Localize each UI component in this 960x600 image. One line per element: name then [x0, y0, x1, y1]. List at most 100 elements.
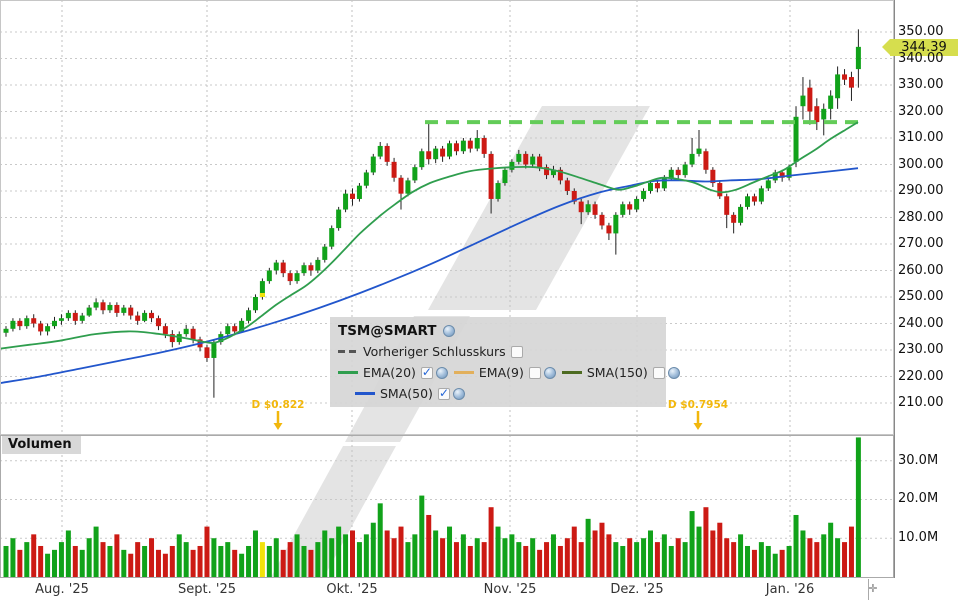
candle-body: [627, 204, 633, 210]
volume-bar: [800, 530, 806, 577]
month-axis-label: Aug. '25: [35, 582, 89, 597]
sma150-settings-globe-icon[interactable]: [667, 366, 680, 379]
legend-row-sma50: SMA(50): [338, 383, 658, 404]
volume-bar: [613, 542, 619, 577]
candle-body: [682, 164, 688, 176]
legend-title-row: TSM@SMART: [338, 320, 658, 341]
volume-bar: [848, 526, 854, 577]
candle-body: [356, 185, 362, 199]
candle-body: [516, 153, 522, 162]
volume-bar: [93, 526, 99, 577]
volume-bar: [855, 437, 861, 577]
volume-bar: [751, 549, 757, 577]
price-tag-arrow-icon: [882, 39, 890, 55]
volume-panel-title: Volumen: [2, 436, 81, 454]
volume-bar: [301, 545, 307, 577]
jump-to-latest-icon[interactable]: ✛: [868, 582, 878, 595]
volume-bar: [391, 538, 397, 577]
candle-body: [779, 172, 785, 178]
candle-body: [10, 320, 16, 329]
volume-bar: [259, 542, 265, 577]
candle-body: [135, 315, 141, 321]
volume-bar: [294, 534, 300, 577]
legend-row-indicators: EMA(20) EMA(9) SMA(150): [338, 362, 680, 383]
volume-bar: [724, 538, 730, 577]
price-axis-label: 320.00: [898, 103, 944, 119]
volume-bar: [38, 545, 44, 577]
candle-body: [45, 326, 51, 332]
candle-body: [398, 177, 404, 194]
price-axis-label: 210.00: [898, 395, 944, 410]
prev-close-line-swatch-icon: [338, 350, 358, 353]
candle-body: [308, 265, 314, 271]
volume-bar: [322, 530, 328, 577]
candle-body: [121, 307, 127, 313]
volume-bar: [107, 545, 113, 577]
watermark-logo: [271, 446, 396, 577]
prev-close-checkbox[interactable]: [510, 345, 523, 358]
candle-body: [232, 326, 238, 332]
volume-axis-label: 30.0M: [898, 452, 939, 468]
candle-body: [266, 270, 272, 282]
ema9-settings-globe-icon[interactable]: [543, 366, 556, 379]
ema9-line-swatch-icon: [453, 371, 474, 374]
price-axis-label: 220.00: [898, 368, 944, 384]
candle-body: [350, 193, 355, 199]
volume-bar: [835, 538, 841, 577]
candle-body: [550, 169, 556, 176]
volume-bar: [620, 545, 626, 577]
ema9-checkbox[interactable]: [528, 366, 541, 379]
volume-bar: [128, 553, 134, 577]
sma150-checkbox[interactable]: [652, 366, 665, 379]
volume-bar: [786, 545, 792, 577]
volume-bar: [225, 542, 231, 577]
candle-body: [384, 145, 390, 162]
candle-body: [391, 161, 397, 178]
volume-bar: [550, 534, 556, 577]
volume-bar: [842, 542, 848, 577]
symbol-settings-globe-icon[interactable]: [443, 324, 456, 337]
legend-row-prev-close: Vorheriger Schlusskurs: [338, 341, 658, 362]
candle-body: [571, 191, 577, 202]
candle-body: [848, 77, 854, 88]
candle-body: [689, 153, 695, 165]
volume-bar: [384, 530, 390, 577]
candle-body: [710, 169, 716, 184]
volume-bar: [474, 538, 480, 577]
candle-body: [426, 151, 432, 160]
candle-body: [585, 204, 591, 213]
volume-bar: [246, 545, 252, 577]
ema20-checkbox[interactable]: [420, 365, 433, 379]
volume-bar: [350, 530, 355, 577]
candle-body: [190, 328, 196, 340]
candle-body: [79, 315, 85, 321]
candle-body: [169, 334, 175, 343]
candle-body: [246, 310, 252, 321]
volume-bar: [24, 542, 30, 577]
sma50-checkbox[interactable]: [437, 386, 450, 400]
candle-body: [592, 204, 598, 215]
candle-body: [647, 183, 653, 191]
volume-bar: [821, 534, 827, 577]
sma50-settings-globe-icon[interactable]: [452, 387, 465, 400]
candle-body: [93, 302, 99, 308]
month-axis-label: Nov. '25: [483, 582, 537, 597]
ema20-line: [0, 121, 859, 350]
volume-bar: [155, 549, 161, 577]
ema20-settings-globe-icon[interactable]: [435, 366, 448, 379]
volume-axis-label: 20.0M: [898, 491, 939, 507]
volume-bar: [793, 514, 799, 577]
volume-bar: [627, 538, 633, 577]
volume-bar: [287, 542, 293, 577]
volume-bar: [738, 534, 744, 577]
candle-body: [3, 328, 9, 333]
candle-body: [807, 87, 813, 112]
price-axis-label: 280.00: [898, 209, 944, 225]
volume-bar: [10, 538, 16, 577]
month-axis-label: Okt. '25: [326, 582, 378, 597]
dividend-label: D $0.7954: [667, 399, 729, 411]
volume-bar: [828, 522, 834, 577]
volume-bar: [717, 522, 723, 577]
candle-body: [453, 143, 459, 152]
